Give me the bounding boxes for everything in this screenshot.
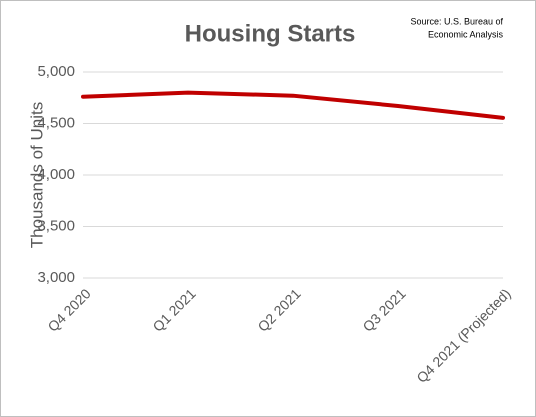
data-line [81, 90, 505, 120]
chart-title: Housing Starts [185, 20, 356, 47]
source-note: Source: U.S. Bureau of [410, 16, 503, 26]
y-tick-label: 3,000 [37, 269, 75, 286]
y-tick-label: 4,000 [37, 166, 75, 183]
y-tick-label: 4,500 [37, 114, 75, 131]
y-tick-label: 5,000 [37, 63, 75, 80]
source-note: Economic Analysis [428, 29, 504, 39]
y-axis-label: Thousands of Units [27, 102, 46, 248]
y-tick-label: 3,500 [37, 217, 75, 234]
